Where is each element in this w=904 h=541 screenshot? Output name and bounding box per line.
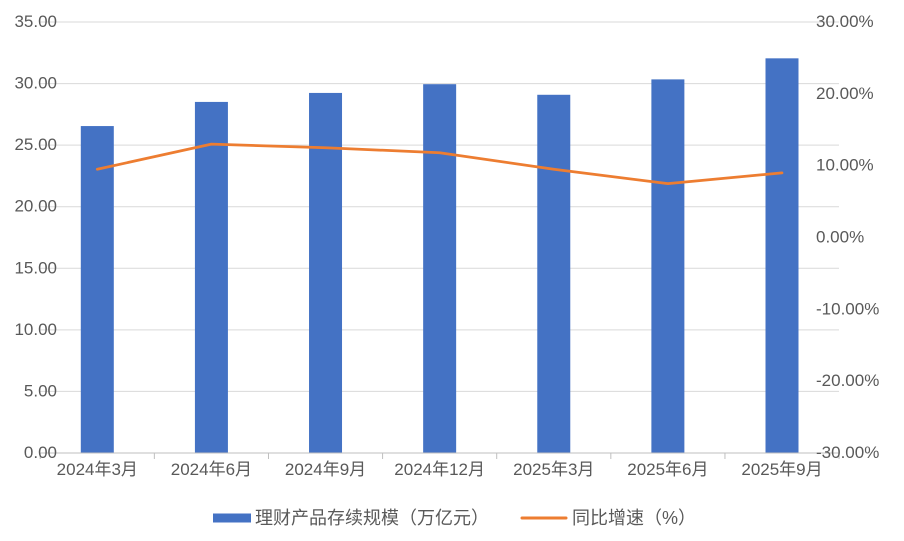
svg-text:2024年3月: 2024年3月 (57, 460, 138, 479)
svg-text:25.00: 25.00 (14, 135, 57, 154)
svg-text:理财产品存续规模（万亿元）: 理财产品存续规模（万亿元） (255, 508, 489, 528)
svg-text:同比增速（%）: 同比增速（%） (572, 508, 696, 528)
svg-text:30.00: 30.00 (14, 74, 57, 93)
svg-text:0.00%: 0.00% (816, 228, 864, 247)
svg-text:2024年9月: 2024年9月 (285, 460, 366, 479)
svg-text:2025年3月: 2025年3月 (513, 460, 594, 479)
svg-text:2025年9月: 2025年9月 (741, 460, 822, 479)
svg-text:5.00: 5.00 (24, 381, 57, 400)
svg-text:20.00: 20.00 (14, 197, 57, 216)
svg-text:-30.00%: -30.00% (816, 443, 879, 462)
svg-text:30.00%: 30.00% (816, 12, 874, 31)
svg-text:10.00: 10.00 (14, 320, 57, 339)
svg-text:0.00: 0.00 (24, 443, 57, 462)
svg-text:2024年6月: 2024年6月 (171, 460, 252, 479)
svg-text:10.00%: 10.00% (816, 156, 874, 175)
svg-text:15.00: 15.00 (14, 258, 57, 277)
svg-text:20.00%: 20.00% (816, 84, 874, 103)
svg-text:35.00: 35.00 (14, 12, 57, 31)
svg-text:2025年6月: 2025年6月 (627, 460, 708, 479)
svg-text:-10.00%: -10.00% (816, 299, 879, 318)
svg-text:-20.00%: -20.00% (816, 371, 879, 390)
svg-text:2024年12月: 2024年12月 (394, 460, 485, 479)
